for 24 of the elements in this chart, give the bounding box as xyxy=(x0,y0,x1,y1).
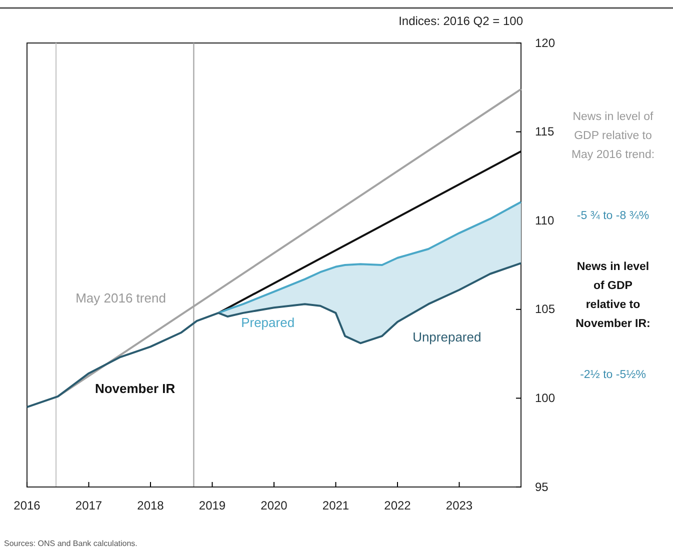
x-tick-label: 2022 xyxy=(384,498,412,513)
y-tick-label: 110 xyxy=(535,213,554,228)
series-label: Unprepared xyxy=(412,329,482,344)
y-tick-label: 115 xyxy=(535,124,554,139)
x-tick-label: 2019 xyxy=(198,498,226,513)
y-tick-label: 105 xyxy=(535,302,556,316)
y-tick-label: 95 xyxy=(535,480,549,494)
text: -2½ to -5½% xyxy=(580,369,646,381)
text: News in level of GDP relative to November IR: xyxy=(576,261,650,330)
x-tick-label: 2017 xyxy=(75,498,102,513)
y-tick-label: 100 xyxy=(535,391,556,406)
y-axis-title: Indices: 2016 Q2 = 100 xyxy=(398,14,524,28)
x-tick-label: 2023 xyxy=(446,498,473,513)
source-note: Sources: ONS and Bank calculations. xyxy=(4,539,138,548)
text: News in level of GDP relative to May 2016 trend: xyxy=(571,111,655,161)
y-tick-label: 120 xyxy=(535,36,556,50)
x-tick-label: 2021 xyxy=(322,498,350,513)
series-label: Prepared xyxy=(241,315,295,330)
text: -5 ¾ to -8 ¾% xyxy=(576,210,650,222)
text: November IR xyxy=(94,380,176,396)
series-label: May 2016 trend xyxy=(76,290,166,306)
x-tick-label: 2018 xyxy=(137,498,164,513)
x-tick-label: 2016 xyxy=(14,498,41,513)
x-tick-label: 2020 xyxy=(260,498,288,513)
